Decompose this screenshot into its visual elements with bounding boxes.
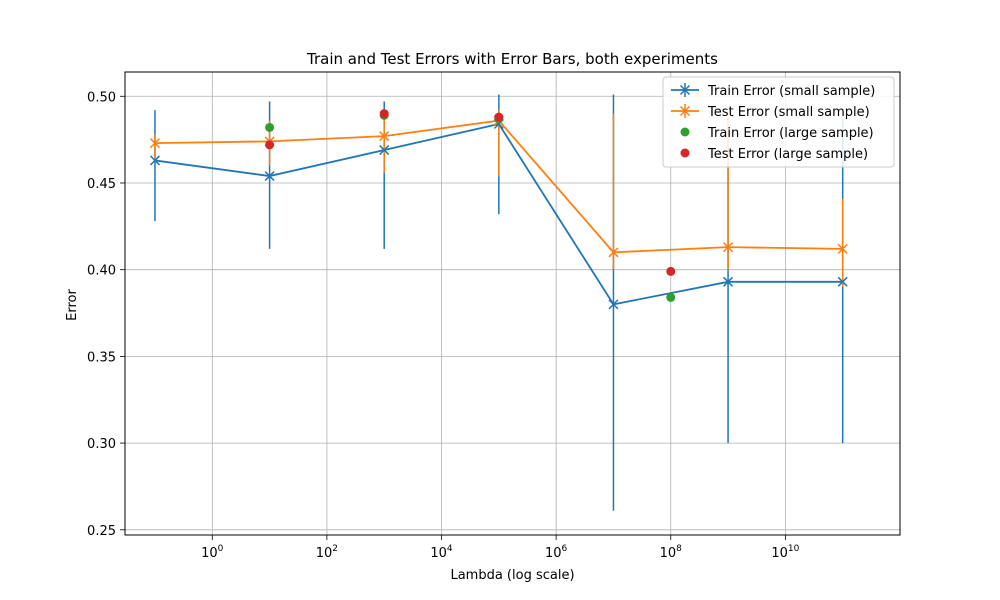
series-0-point-2-b (379, 145, 390, 156)
legend-entry-3: Test Error (large sample) (707, 147, 868, 162)
series-3-point-0 (265, 140, 275, 150)
x-axis-label: Lambda (log scale) (450, 568, 574, 583)
series-2-point-3 (666, 292, 676, 302)
x-tick-label-5: 1010 (771, 544, 799, 561)
series-3-point-1 (379, 109, 389, 119)
series-1-point-6 (837, 243, 848, 254)
series-0-point-0-b (149, 155, 160, 166)
legend-marker-1 (679, 105, 691, 117)
legend-marker-3 (680, 148, 690, 158)
series-0-point-1 (264, 171, 275, 182)
legend: Train Error (small sample) Test Error (sm… (662, 76, 895, 168)
y-tick-label-5: 0.50 (87, 90, 116, 105)
axis-ticks: 100 102 104 106 108 1010 0.25 0.30 0.35 0.40 0.45 0… (87, 90, 800, 561)
grid (125, 72, 900, 535)
series-2-point-0 (265, 122, 275, 132)
series-0-point-5 (723, 276, 734, 287)
series-1-point-4 (608, 247, 619, 258)
legend-marker-2 (680, 127, 690, 137)
series-1-point-6-b (837, 243, 848, 254)
series-0-point-2 (379, 145, 390, 156)
x-tick-label-1: 102 (316, 544, 338, 561)
series-3-point-2 (494, 112, 504, 122)
series-0-point-4-b (608, 299, 619, 310)
series-0-point-4 (608, 299, 619, 310)
legend-entry-1: Test Error (small sample) (707, 105, 870, 120)
legend-marker-1-b (679, 105, 691, 117)
x-tick-label-4: 108 (660, 544, 683, 561)
series-3-point-3 (666, 266, 676, 276)
series-markers (149, 109, 848, 310)
legend-entry-2: Train Error (large sample) (707, 126, 874, 141)
series-0-point-0 (149, 155, 160, 166)
x-tick-label-3: 106 (545, 544, 568, 561)
series-1-point-5 (723, 242, 734, 253)
series-1-point-4-b (608, 247, 619, 258)
legend-entry-0: Train Error (small sample) (707, 84, 875, 99)
chart-title: Train and Test Errors with Error Bars, b… (306, 50, 718, 68)
series-1-point-2 (379, 131, 390, 142)
y-tick-label-2: 0.35 (87, 350, 116, 365)
series-0-point-5-b (723, 276, 734, 287)
series-1-point-5-b (723, 242, 734, 253)
series-1-point-0-b (149, 138, 160, 149)
series-1-point-0 (149, 138, 160, 149)
y-tick-label-1: 0.30 (87, 437, 116, 452)
y-axis-label: Error (65, 289, 80, 321)
series-1-point-2-b (379, 131, 390, 142)
y-tick-label-3: 0.40 (87, 264, 116, 279)
legend-box (662, 76, 895, 168)
plot-frame (124, 71, 901, 536)
legend-marker-0-b (679, 84, 691, 96)
y-tick-label-4: 0.45 (87, 177, 116, 192)
series-0-point-6 (837, 276, 848, 287)
series-0-point-1-b (264, 171, 275, 182)
x-tick-label-2: 104 (430, 544, 453, 561)
series-0-point-6-b (837, 276, 848, 287)
y-tick-label-0: 0.25 (87, 524, 116, 539)
legend-marker-0 (679, 84, 691, 96)
x-tick-label-0: 100 (201, 544, 224, 561)
